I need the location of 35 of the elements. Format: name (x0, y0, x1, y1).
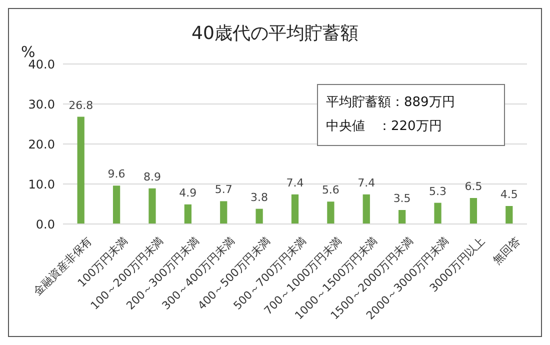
data-label: 5.7 (214, 183, 232, 196)
bar (470, 198, 478, 224)
data-label: 7.4 (286, 176, 304, 190)
bar (506, 206, 513, 224)
data-label: 3.5 (393, 192, 411, 205)
annotation: 中央値 ：220万円 (326, 118, 443, 136)
data-label: 9.6 (108, 168, 126, 181)
y-tick-label: 10.0 (28, 177, 55, 192)
data-label: 26.8 (68, 98, 94, 112)
bar (434, 202, 442, 224)
x-tick-label: 無回答 (490, 234, 523, 268)
data-label: 3.8 (250, 190, 268, 204)
y-tick-label: 20.0 (28, 137, 55, 152)
y-tick-label: 30.0 (28, 97, 55, 112)
data-label: 5.3 (429, 184, 447, 198)
chart-title: 40歳代の平均貯蓄額 (192, 23, 358, 44)
bar (184, 204, 192, 224)
bar (362, 194, 370, 224)
data-label: 7.4 (358, 176, 376, 190)
bar (398, 210, 406, 224)
text-box: 平均貯蓄額：889万円 中央値 ：220万円 (317, 84, 505, 146)
data-label: 5.6 (322, 184, 340, 197)
data-label: 8.9 (143, 170, 161, 184)
y-tick-label: 0.0 (36, 217, 55, 232)
bar (77, 116, 84, 224)
bar (148, 188, 156, 224)
bar (112, 186, 120, 224)
data-label: 6.5 (464, 180, 482, 193)
bar (327, 202, 334, 224)
bar (291, 194, 299, 224)
bar (256, 208, 263, 224)
data-label: 4.5 (500, 188, 518, 201)
annotation: 平均貯蓄額：889万円 (326, 94, 456, 112)
data-label: 4.9 (179, 186, 197, 200)
bar (220, 201, 228, 224)
